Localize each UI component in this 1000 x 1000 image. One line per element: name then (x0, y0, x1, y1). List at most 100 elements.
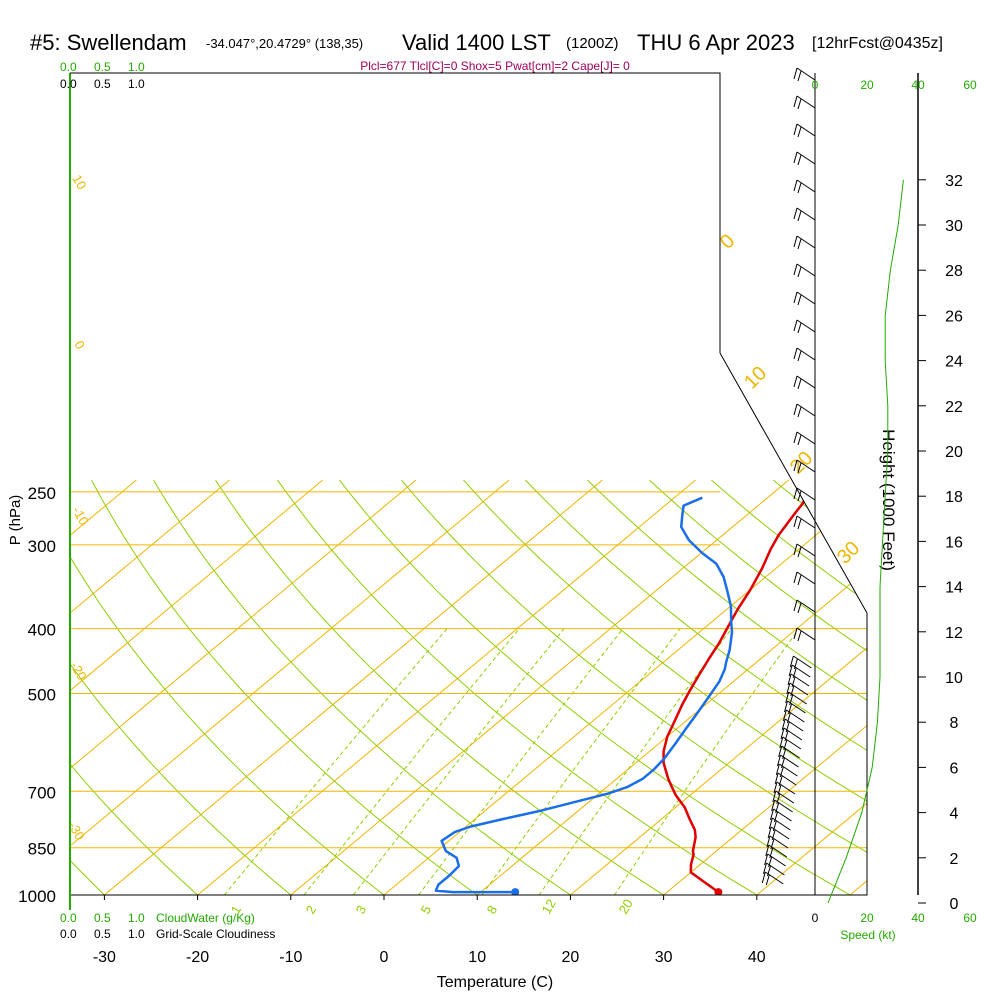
wind-barb-flag (793, 123, 798, 136)
wind-barb-flag (793, 431, 798, 444)
wind-barb (796, 375, 816, 389)
wind-barb-flag (771, 799, 776, 812)
wind-barb (776, 781, 796, 795)
speed-tick-label: 0 (812, 78, 819, 92)
pressure-tick-label: 250 (28, 484, 56, 503)
wind-barb-flag (779, 736, 784, 749)
pressure-tick-label: 700 (28, 783, 56, 802)
dry-adiabat-line (401, 479, 867, 895)
wind-barb (796, 347, 816, 361)
dry-adiabat-label: 0 (716, 230, 739, 253)
wind-barb-flag (797, 434, 802, 446)
cloudwater-tick: 0.0 (60, 911, 77, 925)
isotherm-label: 0 (71, 338, 88, 352)
mixing-ratio-label: 2 (303, 903, 320, 917)
valid-date: THU 6 Apr 2023 (637, 30, 795, 55)
wind-barb (766, 862, 785, 876)
wind-barb-flag (793, 235, 798, 248)
wind-barb (787, 700, 806, 714)
mixing-ratio-line (481, 628, 681, 895)
mixing-ratio-line (613, 628, 800, 895)
wind-barb (796, 67, 816, 81)
wind-barb (773, 808, 792, 822)
dry-adiabat-line (649, 479, 867, 895)
wind-barb-flag (793, 375, 798, 388)
x-axis-title: Temperature (C) (437, 974, 553, 991)
wind-barb (781, 745, 800, 759)
wind-barb (796, 431, 816, 445)
isotherm-label: 10 (69, 172, 89, 192)
dry-adiabat-line (339, 479, 851, 895)
speed-label: Speed (kt) (840, 928, 895, 942)
wind-barb (784, 718, 804, 732)
wind-barb (769, 835, 789, 849)
wind-barb (765, 871, 784, 885)
x-tick-label: -20 (186, 949, 209, 966)
wind-barb (791, 664, 811, 678)
wind-barb-flag (761, 871, 766, 884)
dry-adiabat-line (463, 479, 867, 895)
cloudiness-tick: 0.0 (60, 77, 77, 91)
cloudwater-tick: 1.0 (128, 60, 145, 74)
isotherm-line (476, 479, 867, 895)
dry-adiabat-line (215, 479, 664, 895)
x-tick-label: 30 (655, 949, 673, 966)
mixing-ratio-label: 5 (418, 903, 435, 917)
wind-barb-flag (797, 182, 802, 194)
wind-barb-flag (784, 700, 788, 713)
height-tick-label: 12 (945, 625, 963, 642)
dry-adiabat-line (525, 479, 867, 895)
dry-adiabat-line (70, 479, 198, 895)
wind-barb-flag (797, 98, 802, 110)
cloudiness-label: Grid-Scale Cloudiness (156, 927, 275, 941)
wind-barb-flag (793, 403, 798, 416)
dry-adiabat-line (153, 479, 571, 895)
wind-speed-profile (827, 179, 904, 904)
height-tick-label: 8 (950, 715, 959, 732)
height-tick-label: 22 (945, 399, 963, 416)
mixing-ratio-label: 12 (539, 896, 559, 916)
height-tick-label: 28 (945, 263, 963, 280)
height-tick-label: 14 (945, 580, 963, 597)
wind-barb (796, 291, 816, 305)
wind-barb-flag (797, 266, 802, 278)
cloudwater-tick: 1.0 (128, 911, 145, 925)
height-tick-label: 4 (950, 806, 959, 823)
height-tick-label: 32 (945, 173, 963, 190)
cloudiness-tick: 1.0 (128, 927, 145, 941)
wind-barb (767, 853, 786, 867)
valid-zulu: (1200Z) (566, 35, 619, 52)
isotherm-line (756, 479, 867, 895)
wind-barb-flag (793, 571, 798, 584)
wind-barb-flag (797, 406, 802, 418)
wind-barb-flag (797, 462, 802, 474)
cloudiness-tick: 0.5 (94, 77, 111, 91)
wind-barb (775, 790, 795, 804)
wind-barb (796, 515, 816, 529)
x-tick-label: 20 (562, 949, 580, 966)
wind-barb (796, 151, 816, 165)
isotherm-line (70, 479, 230, 895)
isotherm-line (849, 479, 867, 895)
temperature-surface-marker (714, 888, 723, 895)
wind-barb (780, 754, 799, 768)
temperature-profile (662, 497, 807, 894)
x-tick-label: 0 (380, 949, 389, 966)
speed-tick-label: 20 (860, 78, 874, 92)
isotherm-line (290, 479, 790, 895)
wind-barb-flag (774, 772, 779, 785)
wind-barb (779, 763, 798, 777)
wind-barb (774, 799, 793, 813)
wind-barb (796, 207, 816, 221)
cloudwater-tick: 0.0 (60, 60, 77, 74)
stats-line: Plcl=677 Tlcl[C]=0 Shox=5 Pwat[cm]=2 Cap… (360, 59, 630, 73)
cloudiness-tick: 0.0 (60, 927, 77, 941)
wind-barb-flag (765, 874, 770, 886)
wind-barb-flag (793, 263, 798, 276)
speed-tick-label: 60 (963, 78, 977, 92)
wind-barb-flag (797, 294, 802, 306)
station-coords: -34.047°,20.4729° (138,35) (206, 36, 363, 51)
